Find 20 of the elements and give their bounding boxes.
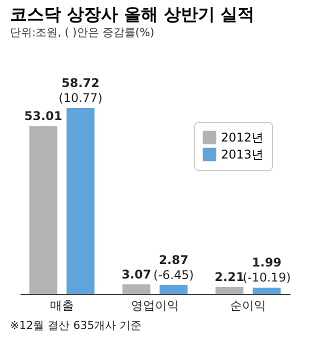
data-label: 3.07 bbox=[122, 267, 152, 282]
bar bbox=[252, 288, 281, 294]
text: 2.87 (-6.45) bbox=[153, 252, 194, 282]
x-tick-label: 매출 bbox=[50, 298, 74, 312]
bar bbox=[29, 126, 58, 294]
text: 1.99 (-10.19) bbox=[242, 256, 291, 285]
data-label: 53.01 bbox=[24, 109, 62, 124]
data-label: 2.21 bbox=[214, 270, 244, 284]
x-tick-label: 순이익 bbox=[230, 298, 266, 312]
bar bbox=[160, 284, 188, 294]
bar bbox=[66, 108, 94, 294]
chart-subtitle: 단위:조원, ( )안은 증감률(%) bbox=[10, 26, 154, 40]
legend-label: 2012년 bbox=[221, 130, 264, 144]
text: ※12월 결산 635개사 기준 bbox=[10, 319, 142, 332]
text: 58.72 (10.77) bbox=[58, 76, 102, 106]
x-tick-label: 영업이익 bbox=[131, 298, 179, 312]
legend-label: 2013년 bbox=[221, 148, 264, 162]
bar bbox=[122, 284, 150, 294]
bar bbox=[216, 287, 244, 294]
chart-title: 코스닥 상장사 올해 상반기 실적 bbox=[10, 5, 255, 26]
